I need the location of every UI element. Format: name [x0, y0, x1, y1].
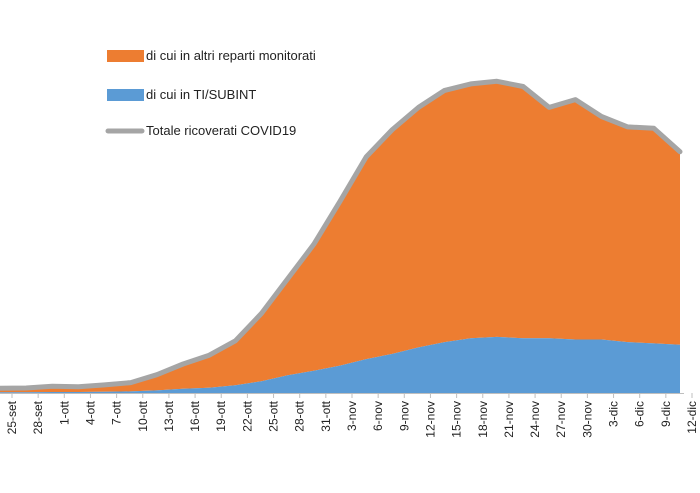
x-tick-label: 28-ott: [293, 400, 307, 431]
legend-label: di cui in altri reparti monitorati: [146, 48, 316, 63]
x-tick-label: 6-nov: [371, 401, 385, 431]
x-tick-label: 16-ott: [188, 400, 202, 431]
x-tick-label: 18-nov: [476, 401, 490, 438]
x-tick-label: 25-set: [5, 400, 19, 434]
x-tick-label: 9-nov: [397, 401, 411, 431]
legend-item: di cui in altri reparti monitorati: [107, 48, 316, 63]
legend-swatch: [107, 89, 144, 101]
series-area-other-wards: [0, 81, 680, 393]
x-tick-label: 1-ott: [57, 400, 71, 425]
x-tick-label: 21-nov: [502, 401, 516, 438]
x-tick-label: 22-ott: [240, 400, 254, 431]
x-tick-label: 15-nov: [450, 401, 464, 438]
x-tick-label: 30-nov: [580, 401, 594, 438]
x-tick-label: 13-ott: [162, 400, 176, 431]
x-tick-label: 19-ott: [214, 400, 228, 431]
legend-item: di cui in TI/SUBINT: [107, 87, 256, 102]
legend: di cui in altri reparti monitorati di cui…: [105, 48, 316, 138]
x-tick-label: 24-nov: [528, 401, 542, 438]
series-area-icu: [0, 336, 680, 393]
x-tick-label: 12-dic: [685, 401, 699, 434]
x-tick-label: 6-dic: [633, 401, 647, 427]
x-tick-label: 3-dic: [607, 401, 621, 427]
legend-swatch: [107, 50, 144, 62]
x-tick-label: 28-set: [31, 400, 45, 434]
x-tick-label: 3-nov: [345, 401, 359, 431]
legend-label: di cui in TI/SUBINT: [146, 87, 256, 102]
x-tick-label: 12-nov: [423, 401, 437, 438]
x-tick-label: 10-ott: [136, 400, 150, 431]
x-tick-label: 9-dic: [659, 401, 673, 427]
x-tick-label: 31-ott: [319, 400, 333, 431]
x-axis: 25-set 28-set 1-ott 4-ott 7-ott 10-ott 13-ott 1…: [0, 393, 699, 438]
plot-area: [0, 78, 683, 393]
x-tick-label: 25-ott: [267, 400, 281, 431]
x-tick-label: 7-ott: [110, 400, 124, 425]
legend-label: Totale ricoverati COVID19: [146, 123, 296, 138]
legend-item: Totale ricoverati COVID19: [105, 123, 296, 138]
x-tick-label: 4-ott: [83, 400, 97, 425]
series-line-total: [0, 78, 683, 391]
x-tick-label: 27-nov: [554, 401, 568, 438]
